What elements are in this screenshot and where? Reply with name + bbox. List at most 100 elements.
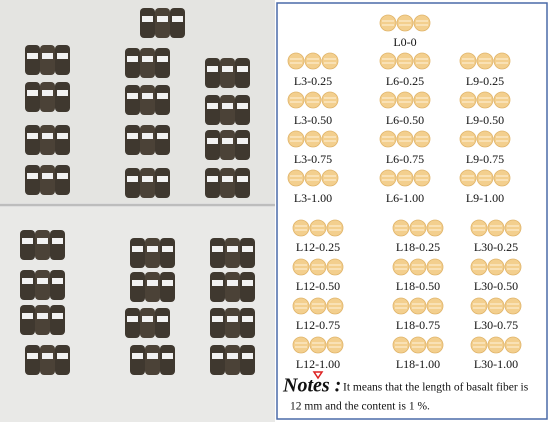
specimen-label: L30-0.75	[474, 318, 518, 332]
cylinder	[130, 238, 145, 268]
tag	[37, 313, 48, 319]
cylinder	[205, 168, 220, 198]
specimen-icon	[470, 297, 488, 315]
cylinder	[35, 305, 50, 335]
cylinder	[40, 165, 55, 195]
specimen-label: L6-1.00	[386, 191, 424, 205]
tag	[242, 353, 253, 359]
specimen-label: L30-0.50	[474, 279, 518, 293]
cylinder	[155, 125, 170, 155]
cylinder	[235, 130, 250, 160]
specimen-icon	[470, 219, 488, 237]
cylinder	[220, 95, 235, 125]
specimen-icon	[413, 91, 431, 109]
tag	[207, 138, 218, 144]
cylinder	[145, 272, 160, 302]
specimen-icon	[493, 52, 511, 70]
cylinder	[125, 85, 140, 115]
specimen-icon	[396, 14, 414, 32]
specimen-icon	[321, 130, 339, 148]
specimen-icon	[396, 169, 414, 187]
tag	[57, 53, 68, 59]
cylinder	[25, 165, 40, 195]
cylinder	[225, 308, 240, 338]
tag	[242, 280, 253, 286]
specimen-icon	[287, 52, 305, 70]
specimen-icon	[413, 52, 431, 70]
tag	[57, 90, 68, 96]
tag	[42, 133, 53, 139]
specimen-icon	[396, 130, 414, 148]
tag	[142, 56, 153, 62]
cylinder	[125, 308, 140, 338]
tag	[132, 280, 143, 286]
cylinder	[210, 308, 225, 338]
cylinder	[155, 308, 170, 338]
specimen-label: L6-0.75	[386, 152, 424, 166]
tag	[222, 176, 233, 182]
specimen-label: L3-0.75	[294, 152, 332, 166]
specimen-icon	[476, 52, 494, 70]
specimen-label: L12-1.00	[296, 357, 340, 371]
tag	[27, 173, 38, 179]
specimen-icon	[379, 91, 397, 109]
specimen-label: L9-1.00	[466, 191, 504, 205]
specimen-label: L9-0.75	[466, 152, 504, 166]
tag	[227, 316, 238, 322]
tag	[147, 280, 158, 286]
legend: L0-0 L3-0.25 L6-0.25 L9-0.25 L3-0.50 L6-0.50 L…	[287, 14, 522, 371]
tag	[22, 278, 33, 284]
cylinder	[55, 345, 70, 375]
arrow	[312, 371, 324, 380]
tag	[222, 103, 233, 109]
specimen-label: L3-0.25	[294, 74, 332, 88]
specimen-icon	[396, 52, 414, 70]
specimen-icon	[459, 169, 477, 187]
tag	[127, 176, 138, 182]
cylinder	[205, 58, 220, 88]
tag	[242, 246, 253, 252]
tag	[27, 353, 38, 359]
tag	[42, 53, 53, 59]
specimen-icon	[309, 297, 327, 315]
tag	[42, 173, 53, 179]
tag	[22, 238, 33, 244]
tag	[162, 353, 173, 359]
cylinder	[160, 345, 175, 375]
cylinder	[240, 308, 255, 338]
cylinder	[35, 230, 50, 260]
specimen-label: L6-0.50	[386, 113, 424, 127]
tag	[52, 278, 63, 284]
cylinder	[125, 168, 140, 198]
tag	[207, 176, 218, 182]
tag	[157, 316, 168, 322]
cylinder	[155, 168, 170, 198]
cylinder	[140, 168, 155, 198]
specimen-label: L3-1.00	[294, 191, 332, 205]
specimen-icon	[413, 169, 431, 187]
specimen-label: L0-0	[393, 35, 416, 49]
specimen-label: L12-0.50	[296, 279, 340, 293]
tag	[162, 280, 173, 286]
specimen-icon	[379, 130, 397, 148]
cylinder	[240, 345, 255, 375]
specimen-icon	[392, 258, 410, 276]
cylinder	[50, 305, 65, 335]
cylinder	[235, 95, 250, 125]
specimen-icon	[493, 169, 511, 187]
specimen-icon	[504, 297, 522, 315]
tag	[227, 246, 238, 252]
tag	[147, 353, 158, 359]
specimen-icon	[304, 130, 322, 148]
cylinder	[155, 8, 170, 38]
specimen-icon	[459, 52, 477, 70]
tag	[27, 90, 38, 96]
cylinder	[240, 238, 255, 268]
specimen-icon	[487, 336, 505, 354]
tag	[227, 353, 238, 359]
cylinder	[25, 45, 40, 75]
tag	[37, 278, 48, 284]
tag	[42, 353, 53, 359]
cylinder	[40, 45, 55, 75]
cylinder	[225, 238, 240, 268]
